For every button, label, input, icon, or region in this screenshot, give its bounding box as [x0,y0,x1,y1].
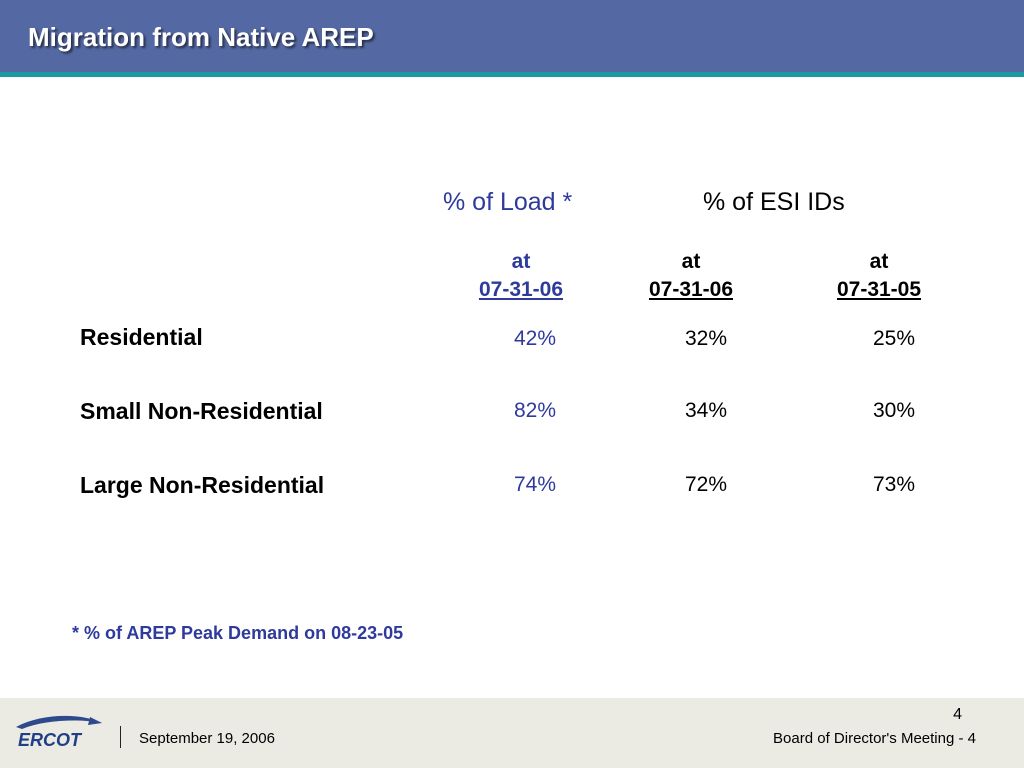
title-rule [0,72,1024,77]
column-date: 07-31-06 [478,278,564,301]
header-percent-esi-ids: % of ESI IDs [703,188,845,216]
ercot-logo-text: ERCOT [18,730,83,750]
cell-residential-esi-2006: 32% [684,327,728,350]
column-header-esi-date-1: at 07-31-06 [611,248,771,304]
column-header-load-date: at 07-31-06 [441,248,601,304]
header-percent-load: % of Load * [443,188,573,216]
footer-meeting: Board of Director's Meeting - 4 [773,730,976,747]
cell-small-nonres-esi-2005: 30% [872,399,916,422]
column-date: 07-31-06 [648,278,734,301]
cell-large-nonres-esi-2005: 73% [872,473,916,496]
footer-date: September 19, 2006 [139,730,275,747]
footer-divider [120,726,121,748]
row-label-residential: Residential [80,324,203,350]
cell-residential-esi-2005: 25% [872,327,916,350]
title-bar [0,0,1024,72]
cell-small-nonres-load: 82% [513,399,557,422]
page-number: 4 [953,706,962,723]
cell-residential-load: 42% [513,327,557,350]
column-at-label: at [511,250,531,273]
cell-large-nonres-load: 74% [513,473,557,496]
column-header-esi-date-2: at 07-31-05 [799,248,959,304]
cell-small-nonres-esi-2006: 34% [684,399,728,422]
footer-bar [0,698,1024,768]
column-at-label: at [869,250,889,273]
footnote: * % of AREP Peak Demand on 08-23-05 [72,623,404,643]
column-at-label: at [681,250,701,273]
ercot-logo: ERCOT [16,715,102,750]
column-date: 07-31-05 [836,278,922,301]
slide-title: Migration from Native AREP [28,22,374,52]
cell-large-nonres-esi-2006: 72% [684,473,728,496]
row-label-large-non-residential: Large Non-Residential [80,472,325,498]
row-label-small-non-residential: Small Non-Residential [80,398,323,424]
